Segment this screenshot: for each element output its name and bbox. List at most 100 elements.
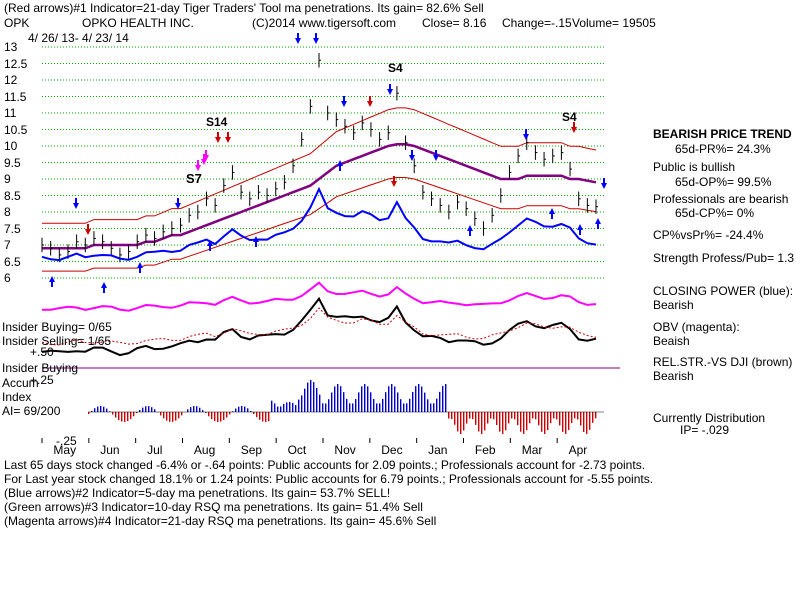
up-arrow bbox=[137, 262, 143, 273]
accum-bar bbox=[583, 412, 585, 432]
closing-power-label: CLOSING POWER (blue): bbox=[653, 284, 794, 298]
accum-bar bbox=[496, 412, 498, 426]
down-arrow bbox=[433, 150, 439, 161]
accum-bar bbox=[232, 411, 234, 412]
accum-bar bbox=[274, 403, 276, 412]
accum-label: Accum bbox=[2, 376, 39, 390]
y-tick-label: 12 bbox=[4, 73, 18, 87]
accum-bar bbox=[124, 412, 126, 422]
accum-bar bbox=[118, 412, 120, 421]
indicator-lines bbox=[41, 186, 620, 369]
y-tick-label: 8.5 bbox=[4, 188, 21, 203]
y-tick-label: 9.5 bbox=[4, 155, 21, 170]
up-arrow bbox=[101, 282, 107, 293]
relstr-ma-line bbox=[41, 307, 597, 346]
accum-bar bbox=[481, 412, 483, 434]
y-tick-label: 10 bbox=[4, 139, 18, 153]
accum-bar bbox=[328, 399, 330, 412]
trend-title: BEARISH PRICE TREND bbox=[653, 127, 792, 141]
cp-value: 65d-CP%= 0% bbox=[675, 206, 755, 220]
accum-bar bbox=[535, 412, 537, 420]
month-label: Mar bbox=[521, 443, 543, 457]
accum-bar bbox=[316, 387, 318, 412]
accum-bar bbox=[553, 412, 555, 419]
accum-bar bbox=[214, 412, 216, 422]
accum-bar bbox=[235, 408, 237, 412]
company-name: OPKO HEALTH INC. bbox=[82, 16, 194, 30]
accum-bar bbox=[154, 409, 156, 412]
accum-bar bbox=[454, 412, 456, 425]
signal-s4-dec: S4 bbox=[388, 61, 403, 75]
accum-bar bbox=[577, 412, 579, 420]
accum-bar bbox=[244, 406, 246, 412]
accum-bar bbox=[172, 412, 174, 422]
accum-bar bbox=[451, 412, 453, 420]
accum-bar bbox=[445, 384, 447, 412]
accum-bar bbox=[202, 410, 204, 412]
y-tick-label: 12.5 bbox=[4, 56, 28, 71]
signal-arrows bbox=[49, 33, 607, 293]
up-arrow bbox=[467, 225, 473, 236]
index-label: Index bbox=[2, 390, 32, 404]
obv-line bbox=[42, 281, 597, 312]
accum-bar bbox=[115, 412, 117, 418]
signal-s7: S7 bbox=[186, 171, 202, 186]
accum-bar bbox=[523, 412, 525, 434]
accum-bar bbox=[475, 412, 477, 425]
accum-bar bbox=[400, 399, 402, 412]
public-status: Public is bullish bbox=[653, 160, 736, 174]
professionals-status: Professionals are bearish bbox=[653, 192, 789, 206]
down-arrow bbox=[313, 33, 319, 44]
month-label: May bbox=[53, 443, 77, 457]
date-range: 4/ 26/ 13- 4/ 23/ 14 bbox=[28, 31, 129, 45]
accum-bar bbox=[310, 380, 312, 412]
price-bands bbox=[42, 107, 597, 272]
down-arrow bbox=[367, 96, 373, 107]
accum-bar bbox=[229, 412, 231, 415]
accum-bar bbox=[265, 412, 267, 422]
footer-line2: For Last year stock changed 18.1% or 1.2… bbox=[4, 472, 654, 486]
accum-bar bbox=[298, 399, 300, 412]
down-arrow bbox=[175, 198, 181, 209]
accum-bar bbox=[433, 403, 435, 412]
month-label: Nov bbox=[334, 443, 356, 457]
accum-bar bbox=[106, 408, 108, 412]
relstr-label: REL.STR.-VS DJI (brown) bbox=[653, 355, 793, 369]
lower-band bbox=[42, 177, 597, 272]
closing-power-line bbox=[41, 186, 597, 262]
y-tick-label: 6 bbox=[4, 271, 11, 285]
month-label: Jun bbox=[100, 443, 120, 457]
accum-bar bbox=[370, 392, 372, 412]
accum-bar bbox=[493, 412, 495, 420]
accum-bar bbox=[472, 412, 474, 420]
accum-bar bbox=[277, 406, 279, 412]
accum-bar bbox=[508, 412, 510, 424]
accum-bar bbox=[130, 412, 132, 420]
accum-bar bbox=[193, 406, 195, 412]
accum-bar bbox=[547, 412, 549, 431]
accum-bar bbox=[337, 384, 339, 412]
accum-bar bbox=[91, 410, 93, 412]
down-arrow bbox=[601, 178, 607, 189]
accum-bar bbox=[142, 407, 144, 412]
accum-bar bbox=[286, 402, 288, 412]
down-arrow bbox=[571, 122, 577, 133]
accum-bar bbox=[448, 412, 450, 419]
down-arrow bbox=[73, 198, 79, 209]
accum-bar bbox=[373, 399, 375, 412]
accum-bar bbox=[391, 384, 393, 412]
accum-bar bbox=[514, 412, 516, 420]
accum-bar bbox=[595, 412, 597, 419]
accum-bar bbox=[412, 391, 414, 412]
accum-bar bbox=[502, 412, 504, 434]
accum-bar bbox=[343, 392, 345, 412]
accum-bar bbox=[469, 412, 471, 419]
accum-bar bbox=[190, 407, 192, 412]
accum-bar bbox=[517, 412, 519, 426]
down-arrow bbox=[391, 176, 397, 187]
accumulation-histogram bbox=[88, 380, 604, 434]
signal-s4-mar: S4 bbox=[562, 110, 577, 124]
accum-bar bbox=[388, 386, 390, 412]
accum-bar bbox=[574, 412, 576, 419]
